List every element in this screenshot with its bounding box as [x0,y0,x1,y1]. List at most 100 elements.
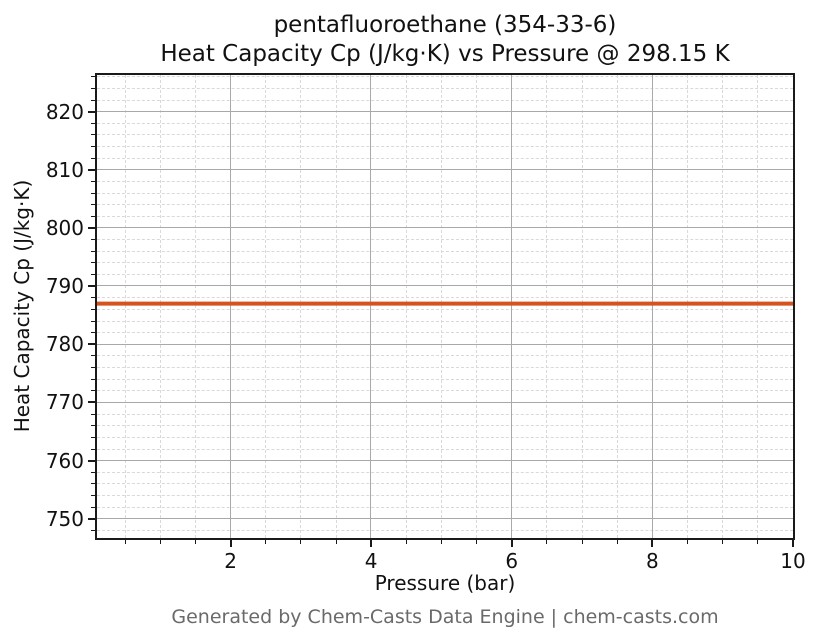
x-tick-label: 2 [224,549,237,573]
y-tick-major [88,401,95,404]
chart-title-line2: Heat Capacity Cp (J/kg·K) vs Pressure @ … [160,41,730,67]
gridline-x-minor [546,75,548,538]
gridline-x-major [229,75,231,538]
gridline-x-minor [616,75,618,538]
gridline-y-minor [97,308,793,310]
x-tick-minor [194,540,196,544]
x-tick-minor [616,540,618,544]
gridline-y-minor [97,436,793,438]
gridline-y-minor [97,355,793,357]
gridline-y-minor [97,529,793,531]
gridline-x-minor [265,75,267,538]
y-tick-minor [91,297,95,299]
y-tick-minor [91,436,95,438]
y-tick-minor [91,274,95,275]
y-tick-minor [91,483,95,485]
gridline-y-minor [97,471,793,473]
y-tick-label: 810 [45,157,84,182]
gridline-y-minor [97,180,793,182]
x-tick-label: 4 [364,549,378,573]
gridline-y-major [97,343,793,345]
gridline-y-minor [97,239,793,241]
y-tick-major [88,226,95,229]
y-tick-major [88,459,95,462]
gridline-y-minor [97,134,793,136]
gridline-y-minor [97,495,793,497]
gridline-y-minor [97,157,793,159]
gridline-x-minor [124,75,126,538]
gridline-y-minor [97,506,793,508]
y-tick-major [88,343,95,346]
y-tick-major [88,285,95,288]
gridline-x-minor [159,75,161,538]
gridline-y-minor [97,483,793,485]
x-axis-label: Pressure (bar) [374,571,516,595]
x-tick-label: 6 [505,549,519,573]
x-tick-major [510,540,513,547]
y-tick-label: 820 [45,99,84,124]
y-tick-major [88,110,95,113]
y-tick-minor [91,425,95,427]
chart-title-line1: pentafluoroethane (354-33-6) [273,12,617,38]
y-tick-minor [91,134,95,136]
y-tick-minor [91,215,95,217]
gridline-x-minor [335,75,337,538]
y-tick-label: 750 [45,506,84,531]
gridline-y-minor [97,204,793,206]
y-tick-minor [91,320,95,322]
x-tick-major [229,540,232,547]
gridline-y-minor [97,413,793,415]
gridline-x-minor [722,75,724,538]
gridline-y-minor [97,320,793,322]
gridline-x-minor [405,75,407,538]
y-tick-minor [91,146,95,148]
y-tick-minor [91,495,95,497]
x-tick-minor [300,540,302,544]
gridline-y-minor [97,425,793,427]
plot-area [95,73,795,540]
gridline-x-minor [581,75,583,538]
y-tick-minor [91,87,95,89]
gridline-y-minor [97,76,793,78]
y-tick-label: 760 [45,448,84,473]
series-layer [97,301,793,306]
y-tick-minor [91,413,95,415]
gridline-y-major [97,459,793,461]
x-tick-major [651,540,654,547]
gridline-y-minor [97,192,793,194]
y-tick-minor [91,99,95,101]
gridline-y-minor [97,274,793,275]
gridline-y-minor [97,378,793,380]
x-tick-minor [159,540,161,544]
x-tick-minor [546,540,548,544]
gridline-y-major [97,285,793,287]
gridline-y-minor [97,87,793,89]
y-tick-minor [91,180,95,182]
x-tick-major [370,540,373,547]
gridline-x-minor [194,75,196,538]
x-tick-label: 8 [646,549,659,573]
y-tick-major [88,517,95,520]
gridline-y-minor [97,262,793,264]
y-tick-label: 800 [45,215,84,240]
y-tick-label: 770 [45,390,84,415]
x-tick-minor [405,540,407,544]
y-tick-minor [91,262,95,264]
x-tick-minor [335,540,337,544]
gridline-y-minor [97,146,793,148]
y-tick-minor [91,367,95,369]
footer-attribution: Generated by Chem-Casts Data Engine | ch… [171,606,719,628]
plot-inner-area [97,75,793,538]
gridline-y-minor [97,332,793,334]
gridline-y-minor [97,390,793,392]
x-tick-major [792,540,794,547]
y-tick-minor [91,506,95,508]
y-tick-minor [91,76,95,78]
x-tick-minor [757,540,759,544]
gridline-x-minor [300,75,302,538]
gridline-x-major [511,75,513,538]
x-tick-minor [265,540,267,544]
x-tick-minor [124,540,126,544]
gridline-x-major [370,75,372,538]
x-tick-minor [722,540,724,544]
